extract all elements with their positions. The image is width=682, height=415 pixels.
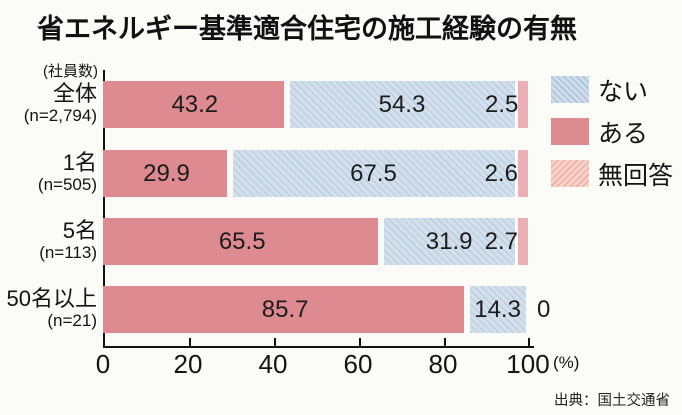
value-label-mukaito: 2.6 xyxy=(484,160,518,187)
source-caption: 出典：国土交通省 xyxy=(554,393,670,409)
category-sample-size: (n=113) xyxy=(39,243,97,262)
legend-item-aru: ある xyxy=(551,118,673,148)
bar-row: 5名 (n=113) 65.5 31.9 2.7 xyxy=(0,218,682,265)
category-name: 全体 xyxy=(52,81,97,106)
x-axis-tick-label: 20 xyxy=(173,349,203,379)
category-label: 全体 (n=2,794) xyxy=(0,81,97,125)
bar-segment-mukaito xyxy=(517,218,529,265)
category-name: 50名以上 xyxy=(6,286,97,311)
category-label: 1名 (n=505) xyxy=(0,150,97,194)
bar-segment-nai xyxy=(233,150,515,197)
bar-row: 1名 (n=505) 29.9 67.5 2.6 xyxy=(0,150,682,197)
bar-segment-nai xyxy=(470,286,526,333)
bar-row: 50名以上 (n=21) 85.7 14.3 0 xyxy=(0,286,682,333)
category-name: 1名 xyxy=(62,150,97,175)
value-label-nai: 54.3 xyxy=(378,91,426,118)
category-name: 5名 xyxy=(62,218,97,243)
legend-label-nai: ない xyxy=(598,77,649,106)
x-axis-tick-label: 80 xyxy=(428,349,458,379)
plot-area xyxy=(103,70,534,348)
category-sample-size: (n=21) xyxy=(47,311,97,330)
value-label-mukaito: 2.5 xyxy=(485,91,519,118)
chart-title: 省エネルギー基準適合住宅の施工経験の有無 xyxy=(37,14,577,44)
bar-segment-aru xyxy=(103,218,379,265)
value-label-mukaito: 0 xyxy=(537,296,551,323)
x-axis-tick xyxy=(189,338,191,346)
category-label: 5名 (n=113) xyxy=(0,218,97,262)
x-axis-tick xyxy=(274,338,276,346)
legend-swatch-nai-icon xyxy=(551,76,589,103)
legend-swatch-mukaito-icon xyxy=(551,160,589,187)
value-label-aru: 43.2 xyxy=(171,91,219,118)
value-label-nai: 31.9 xyxy=(425,228,473,255)
legend-item-mukaito: 無回答 xyxy=(551,160,673,190)
unit-label: (社員数) xyxy=(43,63,98,80)
x-axis-tick-label: 60 xyxy=(343,349,373,379)
bar-segment-aru xyxy=(103,150,228,197)
legend-label-mukaito: 無回答 xyxy=(598,161,674,190)
value-label-mukaito: 2.7 xyxy=(484,228,518,255)
x-axis-tick-label: 0 xyxy=(95,349,111,379)
bar-segment-nai xyxy=(384,218,515,265)
bar-segment-nai xyxy=(289,81,516,128)
bar-segment-mukaito xyxy=(518,81,528,128)
x-axis-tick xyxy=(528,338,530,346)
value-label-aru: 65.5 xyxy=(218,228,266,255)
value-label-aru: 29.9 xyxy=(143,160,190,187)
bar-segment-aru xyxy=(103,286,465,333)
x-axis-tick xyxy=(444,338,446,346)
category-sample-size: (n=505) xyxy=(37,175,97,194)
x-axis-tick-label: 40 xyxy=(258,349,288,379)
x-axis-tick-label: 100 xyxy=(506,349,550,379)
value-label-nai: 14.3 xyxy=(474,296,521,323)
category-sample-size: (n=2,794) xyxy=(23,106,97,125)
value-label-aru: 85.7 xyxy=(261,296,309,323)
legend-label-aru: ある xyxy=(598,119,649,148)
x-axis-tick xyxy=(359,338,361,346)
bar-row: 全体 (n=2,794) 43.2 54.3 2.5 xyxy=(0,81,682,128)
legend-swatch-aru-icon xyxy=(551,118,589,145)
legend-item-nai: ない xyxy=(551,76,673,106)
percent-unit-label: (%) xyxy=(553,353,580,372)
legend: ない ある 無回答 xyxy=(551,76,673,202)
value-label-nai: 67.5 xyxy=(350,160,397,187)
bar-segment-mukaito xyxy=(517,150,528,197)
bar-segment-aru xyxy=(103,81,284,128)
category-label: 50名以上 (n=21) xyxy=(0,286,97,330)
